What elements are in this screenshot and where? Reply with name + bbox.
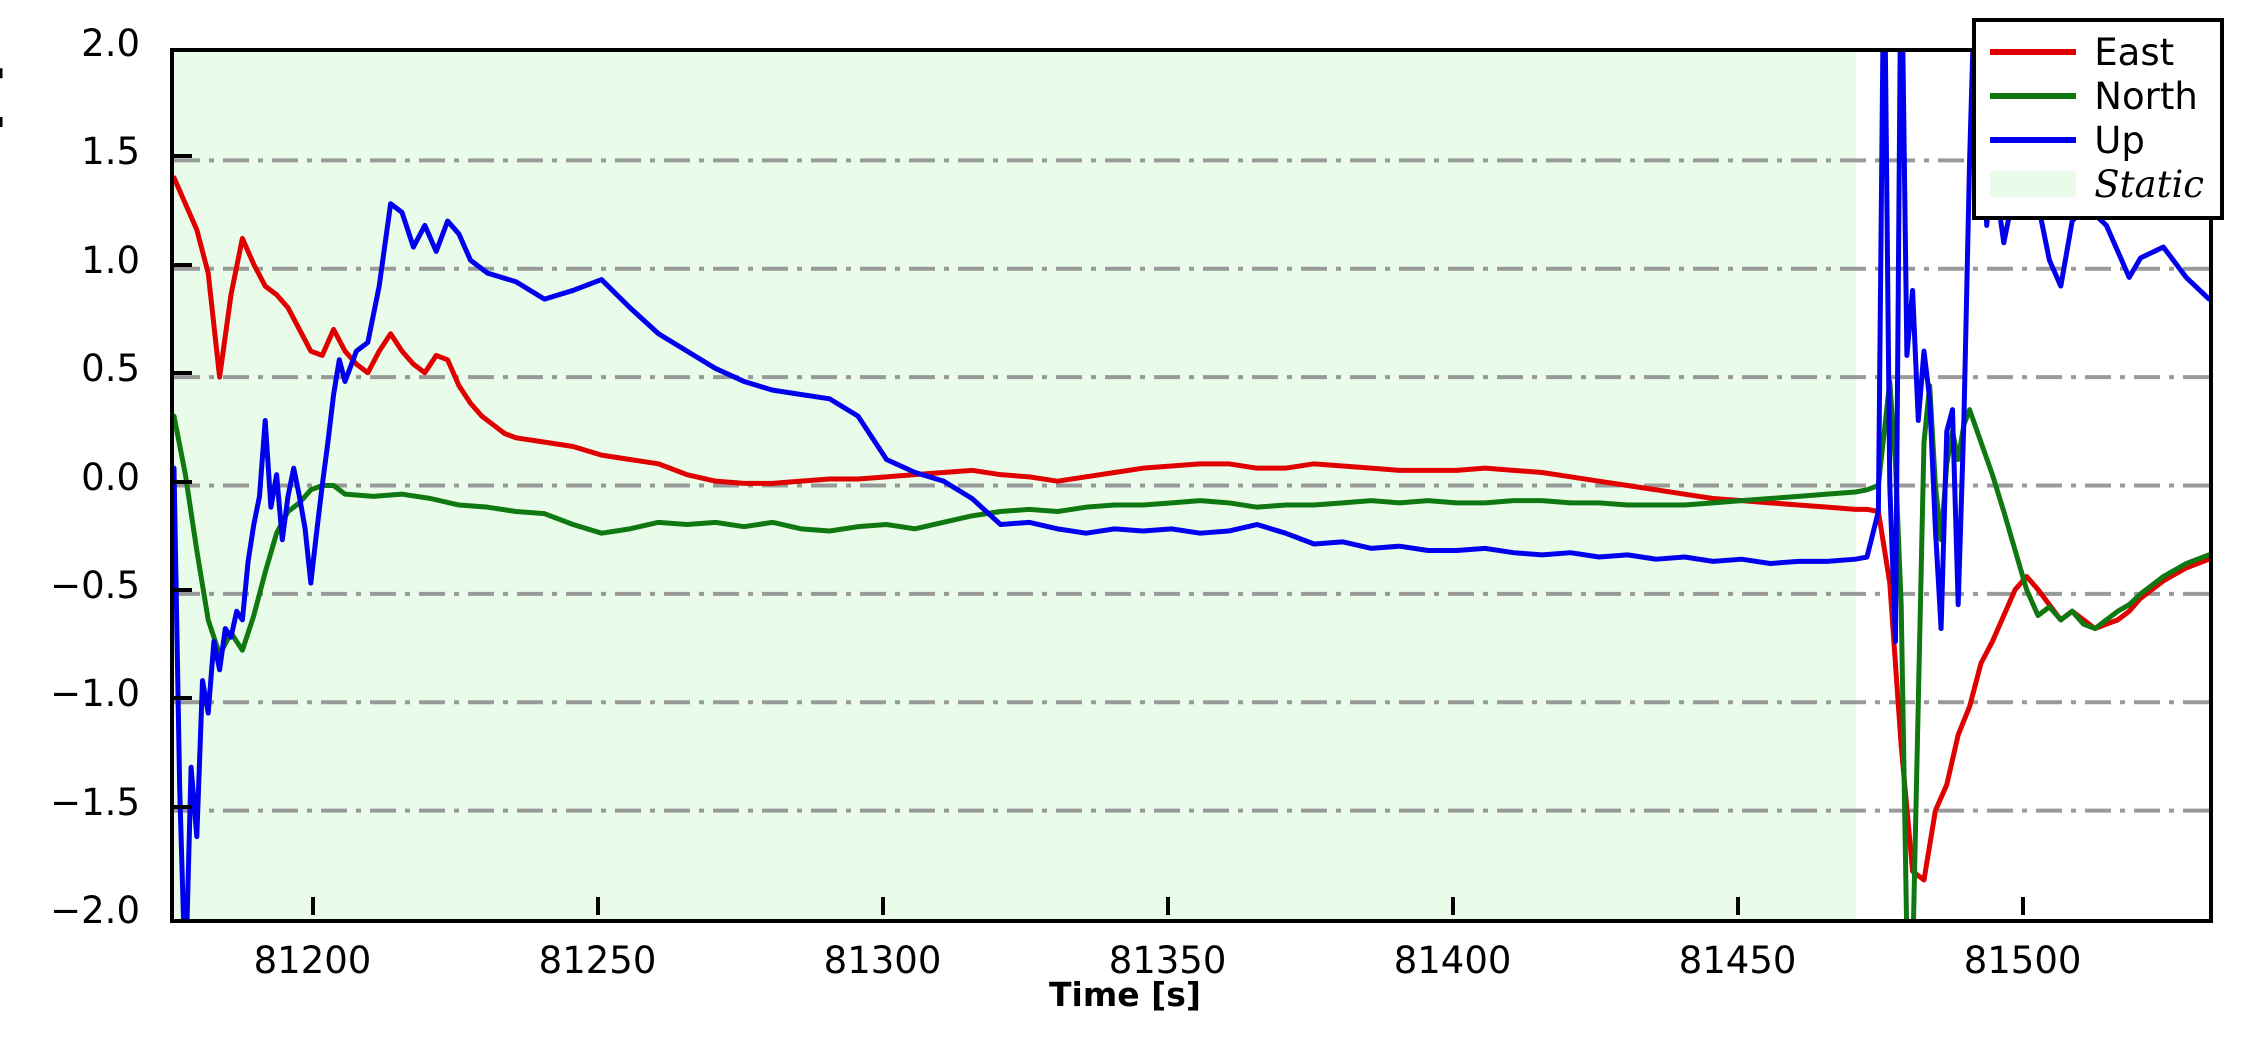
legend-item-label: Static (2094, 162, 2204, 206)
legend-line-swatch-icon (1990, 137, 2077, 143)
x-tick-label: 81450 (1678, 939, 1797, 982)
y-tick-mark (174, 696, 192, 701)
series-line-up (174, 52, 2209, 919)
y-tick-label: 0.5 (81, 347, 140, 391)
y-tick-label: 1.5 (81, 130, 140, 174)
y-tick-mark (174, 479, 192, 484)
x-tick-mark (2020, 897, 2025, 915)
series-lines (174, 52, 2209, 919)
legend-item-label: Up (2094, 118, 2145, 162)
x-tick-label: 81400 (1393, 939, 1512, 982)
y-tick-mark (174, 804, 192, 809)
y-tick-label: 2.0 (81, 22, 140, 65)
plot-area (174, 52, 2209, 919)
y-tick-label: −2.0 (50, 889, 140, 932)
y-tick-label: 1.0 (81, 238, 140, 282)
y-tick-label: −1.5 (50, 780, 140, 824)
x-axis-label: Time [s] (1049, 975, 1201, 1014)
x-tick-mark (1735, 897, 1740, 915)
legend-item-north[interactable]: North (1990, 74, 2204, 118)
x-tick-mark (595, 897, 600, 915)
series-line-north (174, 378, 2209, 919)
y-tick-label: −1.0 (50, 672, 140, 716)
legend-item-east[interactable]: East (1990, 30, 2204, 74)
x-tick-mark (1450, 897, 1455, 915)
y-axis-label: Position Error [m] (0, 65, 6, 398)
legend-line-swatch-icon (1990, 93, 2077, 99)
x-tick-label: 81300 (823, 939, 942, 982)
x-tick-label: 81350 (1108, 939, 1227, 982)
chart-legend: East North Up Static (1972, 18, 2224, 220)
legend-item-label: North (2094, 74, 2198, 118)
y-tick-label: −0.5 (50, 563, 140, 607)
plot-frame (170, 48, 2213, 923)
legend-item-label: East (2094, 30, 2175, 74)
legend-patch-swatch-icon (1990, 171, 2077, 197)
x-tick-label: 81200 (253, 939, 372, 982)
y-tick-mark (174, 154, 192, 159)
x-tick-label: 81250 (538, 939, 657, 982)
x-tick-mark (310, 897, 315, 915)
legend-item-static[interactable]: Static (1990, 162, 2204, 206)
x-tick-mark (880, 897, 885, 915)
y-tick-label: 0.0 (81, 455, 140, 499)
y-tick-mark (174, 587, 192, 592)
x-tick-label: 81500 (1963, 939, 2082, 982)
y-tick-mark (174, 262, 192, 267)
y-tick-mark (174, 371, 192, 376)
gridlines (174, 158, 2209, 813)
legend-item-up[interactable]: Up (1990, 118, 2204, 162)
legend-line-swatch-icon (1990, 49, 2077, 55)
x-tick-mark (1165, 897, 1170, 915)
series-line-east (174, 175, 2209, 883)
